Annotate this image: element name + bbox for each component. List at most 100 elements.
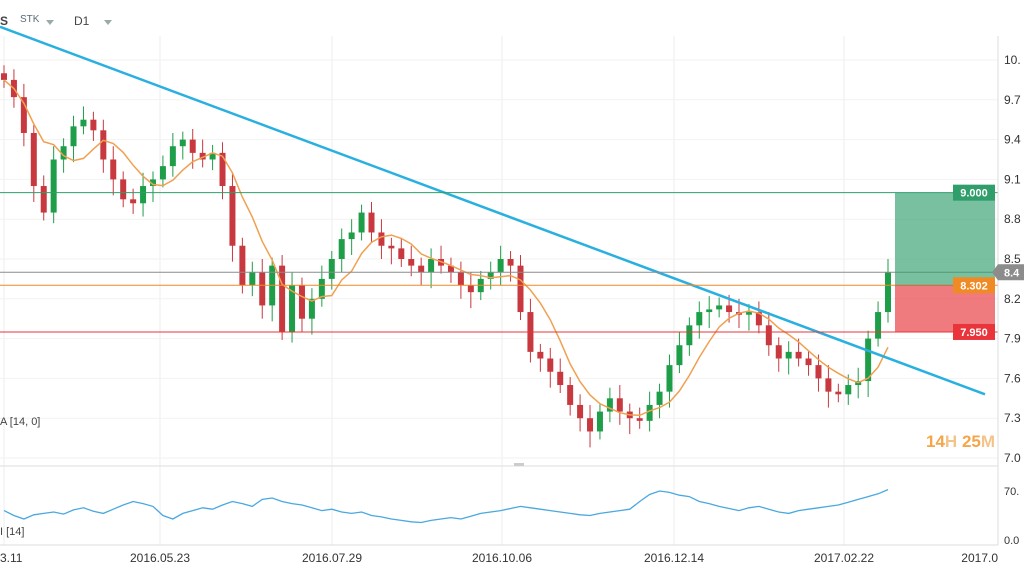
candle-body (825, 378, 832, 392)
candle-body (388, 245, 395, 249)
candle-body (616, 398, 623, 412)
x-tick-label: 2017.02.22 (814, 551, 874, 565)
candle-body (428, 259, 435, 273)
candle-body (90, 119, 97, 131)
candle-timer: 14H 25M (926, 432, 995, 452)
candle-body (179, 139, 186, 147)
candle-body (30, 132, 37, 187)
candle-body (348, 232, 355, 240)
candle-body (80, 119, 87, 127)
candle-body (259, 272, 266, 306)
candle-body (140, 186, 147, 204)
candle-body (795, 351, 802, 359)
chevron-down-icon[interactable] (104, 20, 112, 25)
candle-body (249, 272, 256, 286)
candle-body (835, 391, 842, 395)
y-tick-label: 10. (1004, 53, 1021, 67)
candle-body (279, 265, 286, 332)
y-tick-label: 8.5 (1004, 252, 1021, 266)
candle-body (875, 312, 882, 339)
chart-grid (0, 36, 999, 545)
candle-body (706, 309, 713, 313)
candle-body (467, 285, 474, 293)
candle-body (845, 385, 852, 395)
candle-body (40, 186, 47, 213)
candle-body (775, 345, 782, 359)
timer-h-unit: H (944, 432, 958, 451)
candle-body (567, 385, 574, 405)
candle-body (50, 159, 57, 213)
candle-body (328, 259, 335, 279)
candle-body (408, 259, 415, 266)
candle-body (606, 398, 613, 412)
candle-body (239, 245, 246, 286)
candle-body (696, 312, 703, 326)
take-profit-zone (895, 192, 995, 286)
y-tick-label: 9.4 (1004, 133, 1021, 147)
candle-body (487, 272, 494, 279)
price-tag-label: 8.302 (960, 280, 988, 292)
candle-body (110, 159, 117, 180)
candle-body (596, 411, 603, 432)
timeframe-label[interactable]: D1 (74, 14, 90, 28)
candle-body (368, 212, 375, 233)
candle-body (398, 248, 405, 259)
candle-body (100, 130, 107, 160)
x-tick-label: 2016.07.29 (302, 551, 362, 565)
rsi-tick-label: 70. (1004, 486, 1019, 498)
ma-indicator-label: A [14, 0] (0, 416, 41, 428)
candle-body (785, 351, 792, 359)
candle-body (199, 152, 206, 160)
candle-body (159, 166, 166, 180)
candle-body (289, 285, 296, 332)
y-tick-label: 8.8 (1004, 212, 1021, 226)
candle-body (805, 358, 812, 366)
current-price-label: 8.4 (1004, 267, 1020, 279)
timer-minutes: 25 (961, 432, 981, 451)
price-tag-label: 9.000 (960, 188, 988, 200)
candle-body (716, 305, 723, 310)
candle-body (497, 259, 504, 273)
candle-body (60, 146, 67, 160)
price-tag (953, 323, 995, 340)
candle-body (646, 404, 653, 421)
current-price-tag (992, 264, 1024, 281)
x-tick-label: 2016.10.06 (472, 551, 532, 565)
candle-body (457, 272, 464, 286)
timer-m-unit: M (980, 432, 996, 451)
candle-body (547, 358, 554, 372)
price-tags: 9.000 8.302 7.950 8.4 (953, 184, 1024, 340)
candle-body (130, 199, 137, 204)
candle-body (636, 418, 643, 421)
price-tag (953, 184, 995, 201)
candle-body (120, 179, 127, 200)
candle-body (358, 212, 365, 233)
y-tick-label: 7.0 (1004, 451, 1021, 465)
candle-body (726, 305, 733, 313)
symbol-label[interactable]: S (0, 14, 9, 28)
x-tick-label: 2017.0 (961, 551, 998, 565)
price-tag-label: 7.950 (960, 327, 988, 339)
candle-body (219, 152, 226, 187)
scroll-marker (514, 463, 524, 466)
candle-body (557, 371, 564, 386)
candle-body (70, 126, 77, 147)
chart-lines (0, 25, 998, 417)
candle-body (755, 312, 762, 326)
moving-average-line (3, 79, 889, 417)
candle-body (418, 265, 425, 273)
y-tick-label: 8.2 (1004, 292, 1021, 306)
candle-body (189, 139, 196, 153)
candle-body (229, 186, 236, 246)
trend-line (0, 25, 986, 396)
y-tick-label: 9.1 (1004, 172, 1021, 186)
candle-body (507, 259, 514, 266)
chevron-down-icon[interactable] (46, 20, 54, 25)
candle-body (656, 391, 663, 405)
type-label[interactable]: STK (20, 14, 40, 25)
y-tick-label: 7.9 (1004, 332, 1021, 346)
candle-body (865, 338, 872, 382)
candle-body (20, 97, 27, 133)
candle-body (169, 146, 176, 167)
